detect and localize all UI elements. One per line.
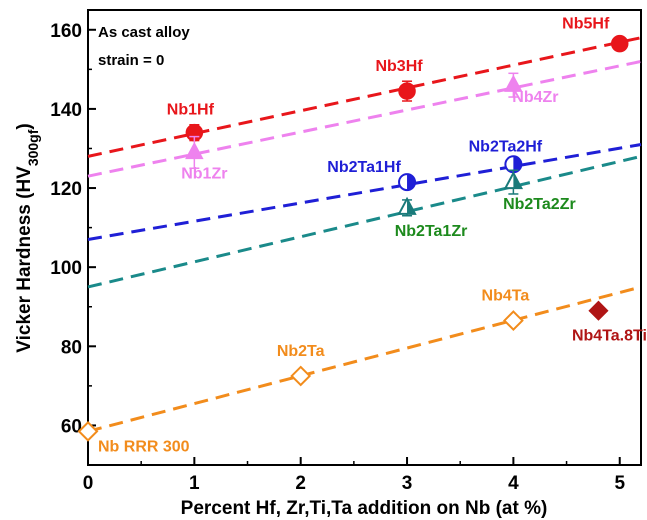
triangle-marker <box>504 74 523 92</box>
y-tick-label: 120 <box>50 179 82 200</box>
point-label-nb3hf: Nb3Hf <box>375 58 423 75</box>
point-label-nb1hf: Nb1Hf <box>167 102 215 119</box>
point-labels: Nb1Hf Nb3Hf Nb5Hf Nb1Zr Nb4Zr Nb2Ta1Hf Nb2Ta2H… <box>98 16 647 456</box>
point-label-nb1zr: Nb1Zr <box>181 165 227 182</box>
point-label-nb2ta1zr: Nb2Ta1Zr <box>395 223 468 240</box>
fit-line-series-3 <box>87 154 642 289</box>
x-tick-label: 4 <box>508 473 519 494</box>
marker-nb4ta-8ti <box>588 300 609 321</box>
point-label-nb2ta2zr: Nb2Ta2Zr <box>503 196 576 213</box>
half-fill <box>407 174 416 191</box>
diamond-marker <box>588 300 609 321</box>
annotation-strain: strain = 0 <box>98 52 164 69</box>
marker-nb3hf <box>398 80 416 102</box>
marker-nb2ta2hf <box>504 155 523 174</box>
plot-frame <box>87 9 642 466</box>
x-axis-title: Percent Hf, Zr,Ti,Ta addition on Nb (at … <box>181 498 548 519</box>
y-tick-label: 100 <box>50 258 82 279</box>
marker-nb4ta <box>502 310 524 332</box>
x-tick-label: 2 <box>295 473 306 494</box>
y-tick-label: 160 <box>50 21 82 42</box>
annotation-as-cast: As cast alloy <box>98 24 190 41</box>
y-axis-title-sub: 300gf <box>25 129 41 166</box>
marker-nb2ta2zr <box>503 169 524 195</box>
y-axis-title-main: Vicker Hardness (HV <box>14 166 35 353</box>
point-label-nb4ta: Nb4Ta <box>482 288 530 305</box>
marker-nb2ta1hf <box>398 173 417 192</box>
axis-ticks: 0 1 2 3 4 5 60 80 100 120 140 160 <box>50 21 625 494</box>
fit-line-series-1 <box>87 59 642 178</box>
fit-line-series-4 <box>87 285 642 433</box>
marker-nb2ta1zr <box>397 196 417 217</box>
marker-nb1zr <box>185 135 204 170</box>
y-axis-title-close: ) <box>14 123 35 129</box>
point-label-nb2ta: Nb2Ta <box>277 343 325 360</box>
half-fill <box>407 198 416 214</box>
x-tick-label: 5 <box>614 473 625 494</box>
x-tick-label: 1 <box>189 473 200 494</box>
x-tick-label: 0 <box>83 473 94 494</box>
triangle-marker <box>185 141 204 160</box>
circle-marker <box>398 82 416 100</box>
diamond-marker <box>502 310 524 332</box>
fit-line-series-0 <box>87 36 642 158</box>
point-label-nb4zr: Nb4Zr <box>512 89 558 106</box>
y-tick-label: 60 <box>61 416 82 437</box>
x-tick-label: 3 <box>402 473 413 494</box>
fit-lines <box>87 36 642 433</box>
marker-nb2ta <box>290 365 312 387</box>
half-fill <box>513 156 522 173</box>
circle-marker <box>610 34 629 53</box>
diamond-marker <box>77 420 99 442</box>
y-tick-label: 80 <box>61 337 82 358</box>
y-tick-label: 140 <box>50 100 82 121</box>
point-label-nb2ta2hf: Nb2Ta2Hf <box>469 138 543 155</box>
data-markers <box>77 34 629 442</box>
marker-nb5hf <box>610 34 629 53</box>
point-label-nb5hf: Nb5Hf <box>562 16 610 33</box>
point-label-nb2ta1hf: Nb2Ta1Hf <box>327 159 401 176</box>
point-label-nb4ta-8ti: Nb4Ta.8Ti <box>572 328 647 345</box>
fit-line-series-2 <box>87 143 642 241</box>
diamond-marker <box>290 365 312 387</box>
marker-nb4zr <box>504 72 523 98</box>
half-fill <box>513 173 522 189</box>
point-label-nb-rrr-300: Nb RRR 300 <box>98 438 190 455</box>
marker-nb-rrr-300 <box>77 420 99 442</box>
y-axis-title: Vicker Hardness (HV300gf) <box>14 123 41 352</box>
